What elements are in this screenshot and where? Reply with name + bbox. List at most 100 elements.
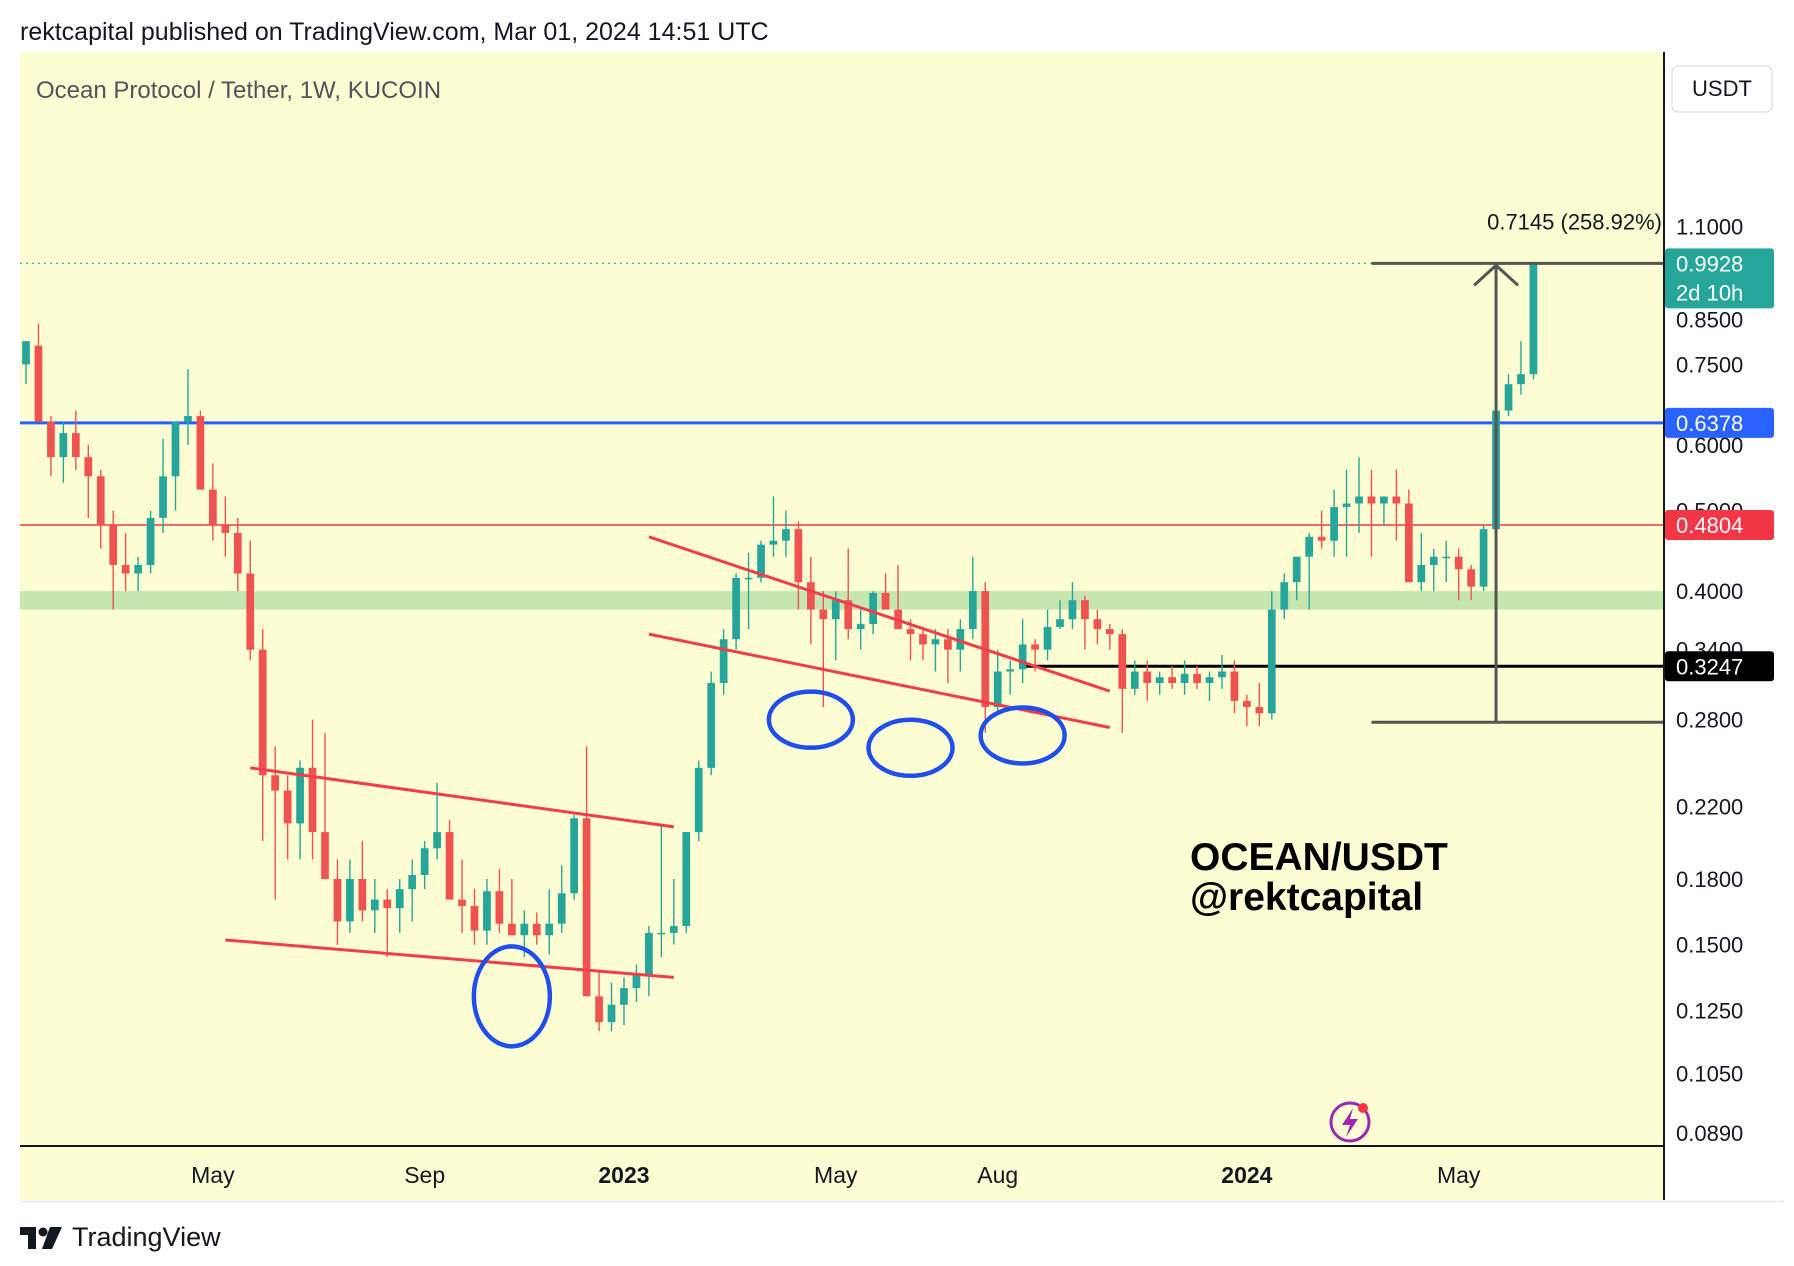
- candle-body: [22, 341, 30, 365]
- candle-body: [831, 600, 840, 620]
- candle-body: [1380, 496, 1388, 504]
- x-tick-label: May: [1437, 1162, 1481, 1188]
- x-tick-label: 2023: [598, 1162, 649, 1188]
- candle-body: [570, 818, 579, 894]
- candle-body: [1193, 673, 1201, 683]
- candle-body: [819, 609, 828, 620]
- measure-arrowhead: [1473, 263, 1520, 287]
- chart-title: Ocean Protocol / Tether, 1W, KUCOIN: [36, 77, 441, 104]
- candle-body: [1155, 677, 1164, 683]
- candle-body: [1467, 569, 1475, 587]
- trendline: [648, 632, 1111, 729]
- candle-body: [1218, 671, 1226, 678]
- candle-body: [196, 416, 205, 490]
- candle-body: [1243, 700, 1251, 708]
- candle-body: [346, 878, 354, 922]
- candle-body: [806, 582, 815, 610]
- candle-body: [1267, 609, 1276, 714]
- candle-body: [246, 573, 255, 650]
- candle-body: [1517, 374, 1525, 385]
- candle-body: [1479, 529, 1488, 587]
- currency-button-label: USDT: [1692, 76, 1752, 101]
- candle-body: [520, 923, 529, 936]
- candle-body: [757, 544, 765, 578]
- candle-body: [1504, 384, 1513, 411]
- candle-body: [408, 875, 417, 890]
- candle-body: [968, 591, 977, 630]
- candle-body: [1355, 496, 1363, 504]
- trendline: [648, 535, 1111, 693]
- candle-body: [582, 818, 591, 997]
- candle-body: [557, 893, 566, 924]
- y-tick-label: 0.2800: [1676, 708, 1743, 733]
- candle-body: [1081, 600, 1089, 620]
- x-tick-label: Aug: [977, 1162, 1018, 1188]
- candle-body: [470, 906, 479, 931]
- candle-body: [1342, 503, 1351, 508]
- candle-body: [1043, 627, 1052, 650]
- candle-body: [321, 832, 329, 879]
- red-level-badge-bg: [1665, 510, 1774, 541]
- candle-body: [171, 421, 180, 477]
- x-tick-label: May: [814, 1162, 858, 1188]
- candle-body: [906, 629, 915, 635]
- highlight-ellipse: [978, 705, 1067, 766]
- candle-body: [109, 525, 118, 566]
- candle-body: [1280, 582, 1289, 610]
- candle-body: [1529, 263, 1538, 375]
- candle-body: [233, 532, 242, 574]
- candle-body: [1305, 536, 1314, 557]
- candle-body: [694, 767, 703, 833]
- candle-body: [84, 457, 93, 477]
- candle-body: [794, 529, 803, 583]
- lightning-icon[interactable]: [1329, 1101, 1371, 1143]
- candle-body: [1068, 600, 1077, 620]
- y-tick-label: 0.2200: [1676, 795, 1743, 820]
- candle-body: [395, 889, 404, 909]
- candle-body: [308, 767, 317, 833]
- candle-body: [1093, 619, 1102, 630]
- candle-body: [657, 932, 666, 935]
- tradingview-footer: TradingView: [20, 1222, 221, 1253]
- candle-body: [483, 891, 491, 931]
- candle-body: [283, 790, 292, 824]
- candle-body: [59, 433, 68, 458]
- candle-body: [769, 540, 778, 545]
- candle-body: [96, 476, 105, 526]
- candle-body: [956, 629, 965, 650]
- overlay-author-label: @rektcapital: [1190, 876, 1423, 919]
- currency-button[interactable]: [1671, 65, 1773, 113]
- candle-body: [420, 848, 429, 876]
- candle-body: [1056, 619, 1064, 628]
- candle-body: [1255, 707, 1264, 714]
- candle-body: [1031, 644, 1039, 650]
- candle-body: [632, 974, 641, 989]
- candle-body: [620, 988, 628, 1005]
- tradingview-footer-label: TradingView: [72, 1222, 221, 1252]
- y-tick-label: 0.8500: [1676, 307, 1743, 332]
- y-tick-label: 0.1250: [1676, 998, 1743, 1023]
- candle-body: [1442, 556, 1451, 559]
- overlay-pair-label: OCEAN/USDT: [1190, 836, 1448, 879]
- blue-level-badge: 0.6378: [1676, 411, 1743, 436]
- candle-body: [209, 489, 217, 526]
- candle-body: [844, 600, 853, 630]
- candle-body: [744, 577, 753, 580]
- candle-body: [532, 923, 541, 936]
- candle-body: [134, 565, 142, 574]
- candle-body: [1230, 671, 1239, 701]
- current-price-badge: 0.9928: [1676, 251, 1743, 276]
- candle-body: [258, 649, 267, 776]
- candle-body: [1118, 634, 1127, 689]
- candle-body: [445, 832, 454, 900]
- candle-body: [856, 624, 865, 630]
- blue-level-badge-bg: [1665, 407, 1774, 438]
- bar-countdown-label: 2d 10h: [1676, 280, 1743, 305]
- y-tick-label: 1.1000: [1676, 214, 1743, 239]
- tradingview-logo-icon: [20, 1226, 62, 1249]
- trendline: [250, 766, 675, 829]
- candle-body: [433, 832, 441, 849]
- candle-body: [682, 832, 691, 926]
- candle-body: [881, 592, 890, 610]
